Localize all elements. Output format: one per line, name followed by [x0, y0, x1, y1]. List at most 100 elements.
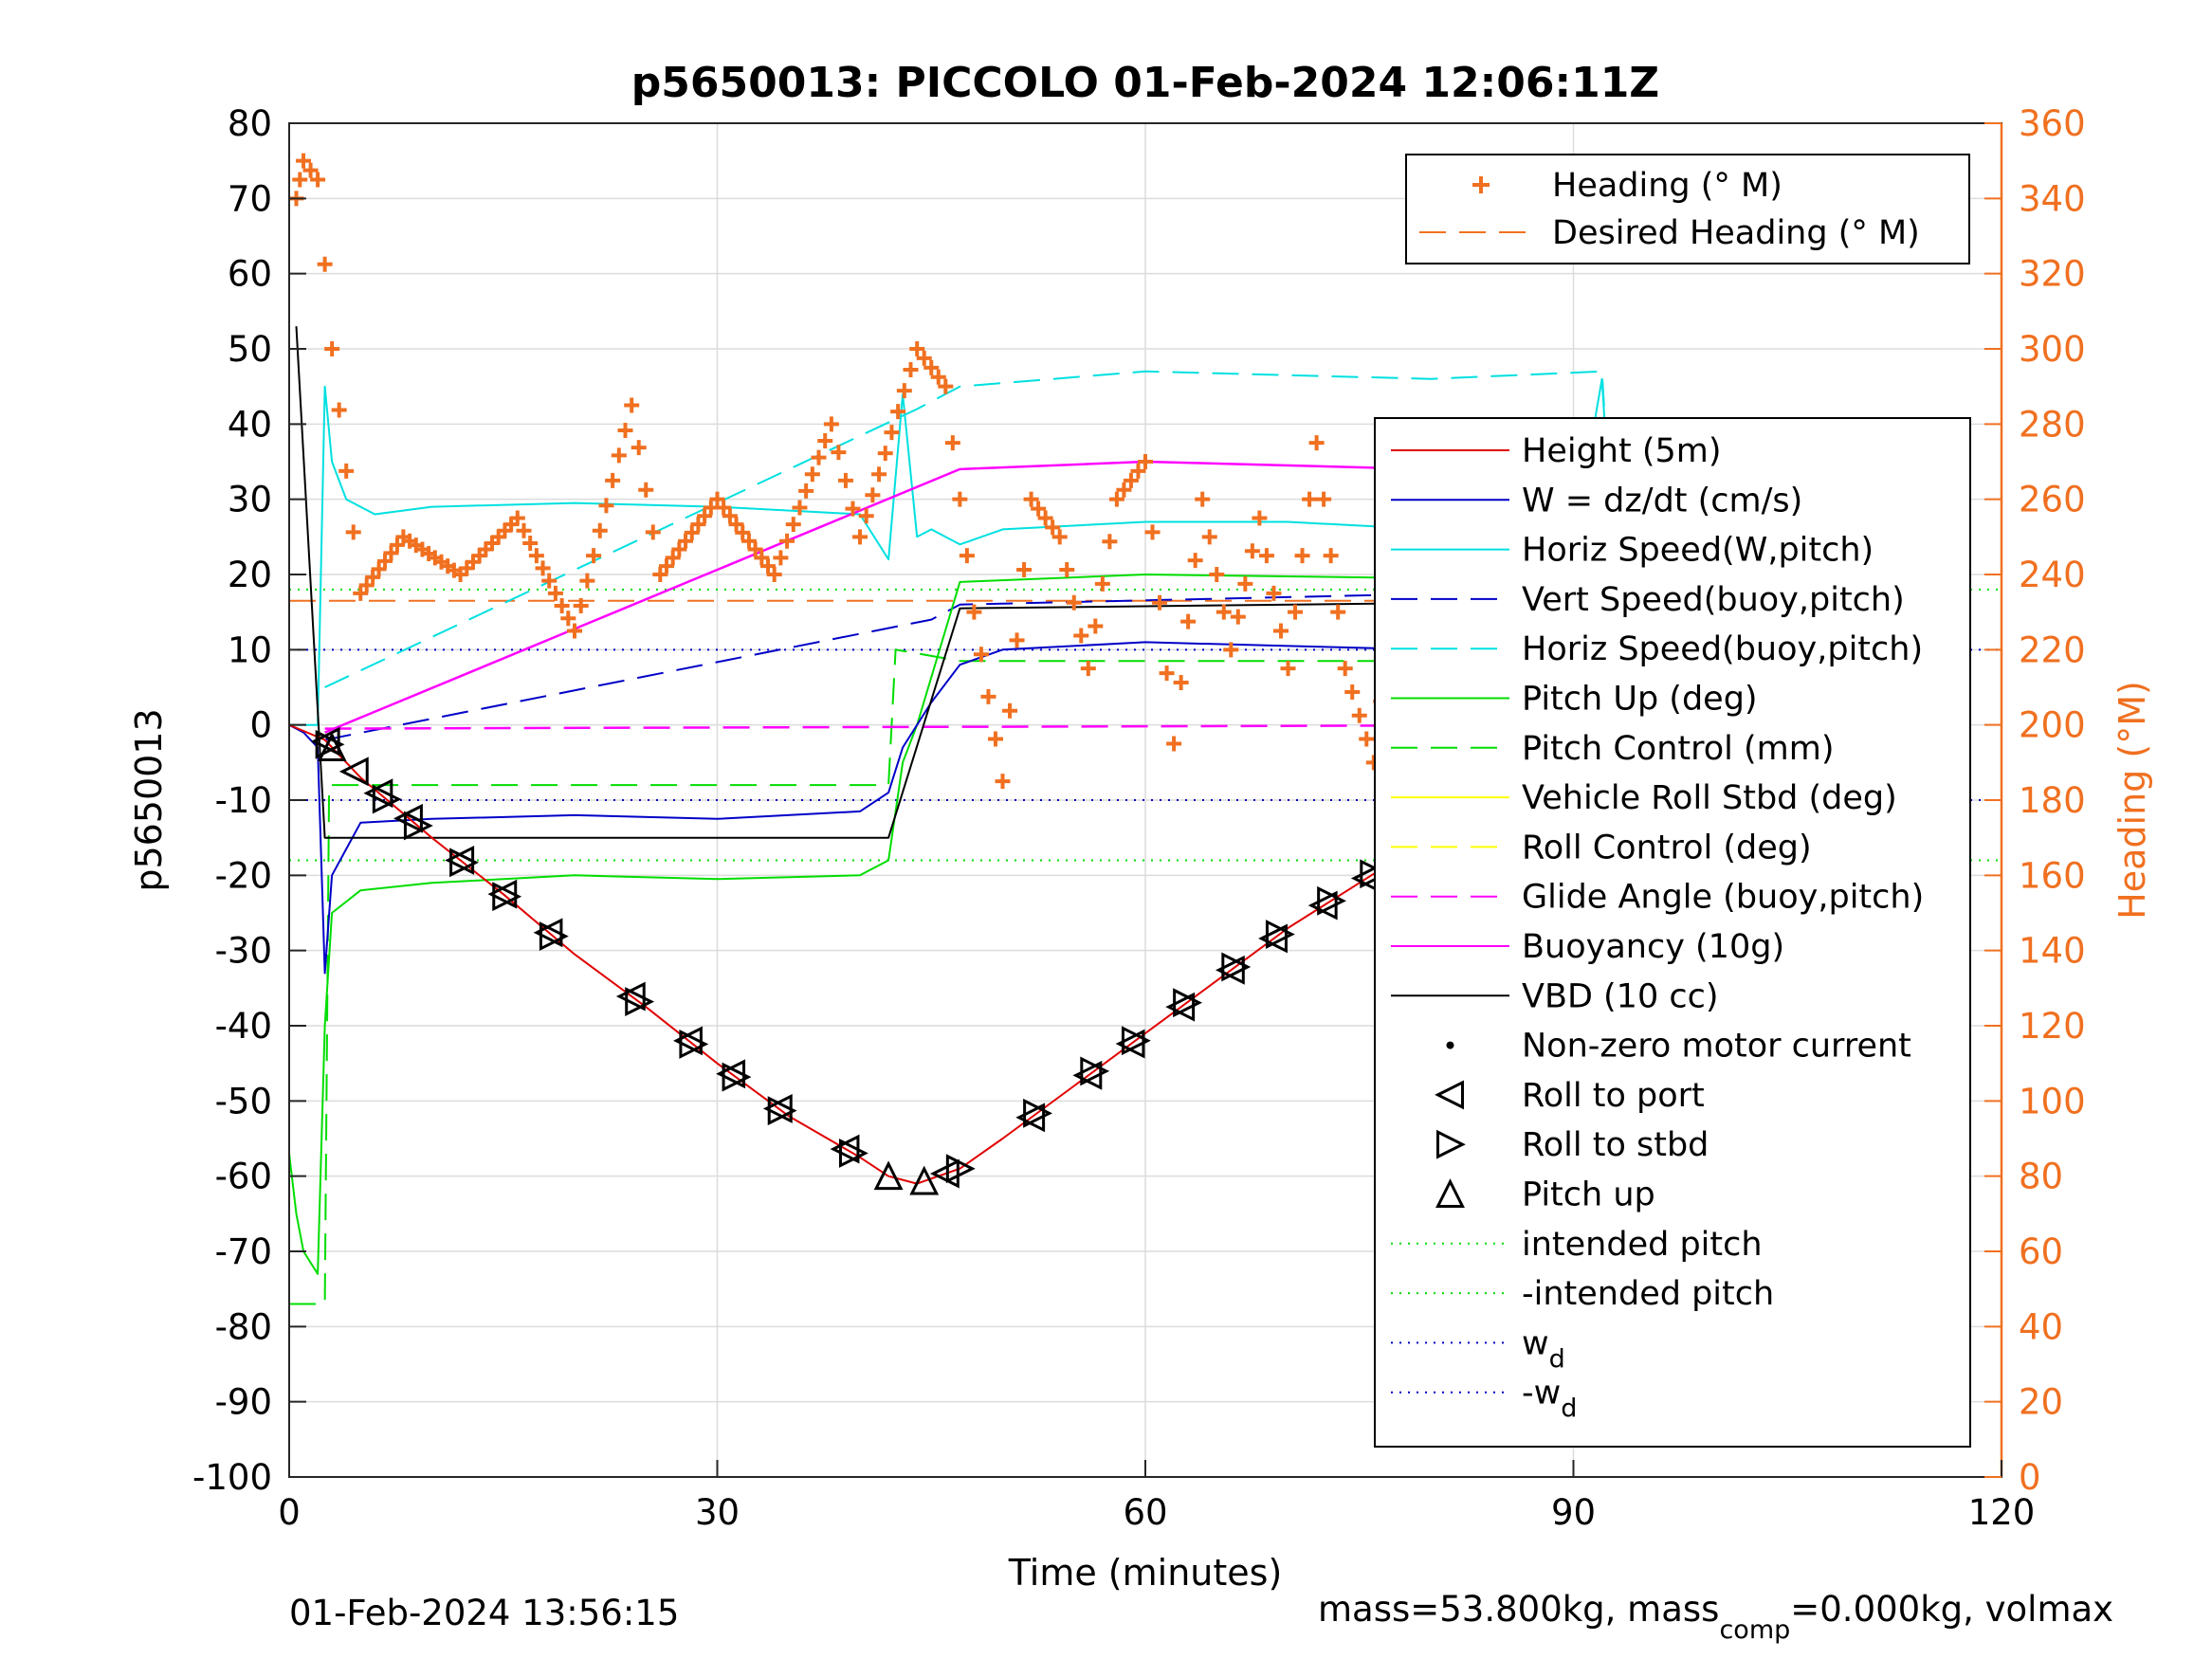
legend-heading-swatch: [1472, 176, 1490, 193]
heading-point: [1195, 491, 1211, 507]
y-tick-label-right: 60: [2019, 1231, 2063, 1272]
heading-point: [1066, 594, 1082, 611]
heading-point: [1152, 594, 1168, 611]
heading-point: [871, 466, 887, 483]
heading-point: [310, 172, 326, 188]
heading-point: [837, 472, 853, 488]
y-tick-label-right: 140: [2019, 931, 2086, 972]
heading-point: [980, 688, 996, 704]
heading-point: [1116, 482, 1132, 498]
heading-point: [852, 529, 868, 545]
roll-to-stbd-marker: [539, 921, 569, 952]
legend-heading-box: [1405, 154, 1970, 264]
legend-label-sub: d: [1561, 1395, 1577, 1424]
heading-point: [605, 472, 621, 488]
heading-point: [1045, 520, 1061, 536]
legend-label: Pitch Up (deg): [1522, 681, 1758, 719]
pitch-up-marker: [909, 1165, 940, 1195]
heading-point: [1308, 435, 1325, 451]
roll-to-stbd-marker: [1023, 1098, 1052, 1128]
roll-to-stbd-marker: [1221, 952, 1252, 982]
legend-label: Pitch Control (mm): [1522, 730, 1834, 768]
heading-point: [365, 569, 381, 585]
pitch-up-marker: [317, 732, 347, 761]
x-tick-label: 0: [278, 1492, 301, 1533]
heading-point: [353, 585, 369, 601]
heading-point: [554, 598, 570, 614]
heading-point: [995, 774, 1011, 790]
heading-point: [1016, 562, 1033, 578]
heading-point: [1230, 609, 1246, 625]
roll-to-stbd-marker: [1173, 988, 1203, 1018]
legend-label: Roll Control (deg): [1522, 829, 1812, 866]
heading-point: [1009, 632, 1025, 648]
heading-point: [1209, 567, 1225, 582]
roll-to-stbd-marker: [1360, 859, 1390, 889]
y-tick-label-right: 220: [2019, 629, 2086, 670]
heading-point: [1244, 543, 1260, 559]
roll-to-port-marker: [338, 757, 369, 787]
heading-point: [573, 598, 589, 614]
roll-to-port-marker: [393, 803, 423, 833]
heading-point: [1080, 661, 1096, 677]
heading-point: [1266, 585, 1282, 601]
y-tick-label-right: 260: [2019, 480, 2086, 520]
heading-point: [703, 500, 719, 516]
heading-point: [338, 463, 355, 479]
heading-point: [903, 362, 919, 378]
heading-point: [1216, 604, 1232, 620]
heading-point: [665, 550, 681, 566]
legend-swatch-stbd: [1436, 1129, 1466, 1159]
heading-point: [631, 440, 647, 456]
legend-swatch-port: [1435, 1080, 1464, 1110]
legend-label: Glide Angle (buoy,pitch): [1522, 879, 1924, 917]
footer-timestamp: 01-Feb-2024 13:56:15: [289, 1593, 679, 1633]
pitch-up-marker: [873, 1160, 904, 1191]
heading-point: [923, 359, 940, 375]
footer-mass-sub: comp: [1719, 1615, 1790, 1645]
footer-mass: mass=53.800kg, masscomp=0.000kg, volmax: [1318, 1589, 2113, 1645]
heading-point: [959, 548, 975, 564]
roll-to-port-marker: [363, 778, 393, 809]
roll-to-stbd-marker: [625, 987, 655, 1017]
heading-point: [973, 647, 989, 663]
heading-point: [331, 402, 347, 418]
heading-point: [598, 498, 614, 514]
heading-point: [728, 517, 744, 533]
y-tick-label-left: 50: [228, 329, 272, 370]
y-tick-label-right: 40: [2019, 1306, 2063, 1347]
heading-point: [302, 162, 319, 178]
heading-point: [858, 508, 874, 524]
heading-point: [1037, 510, 1053, 526]
heading-point: [877, 446, 893, 462]
heading-point: [684, 524, 700, 540]
heading-point: [345, 524, 361, 540]
x-tick-label: 60: [1123, 1492, 1167, 1533]
legend-label: Roll to port: [1522, 1077, 1705, 1115]
legend-label: Vehicle Roll Stbd (deg): [1522, 779, 1897, 817]
heading-point: [896, 383, 912, 399]
heading-point: [1059, 562, 1075, 578]
y-tick-label-left: -10: [215, 780, 272, 821]
heading-point: [579, 573, 595, 589]
heading-point: [671, 541, 687, 557]
heading-point: [541, 573, 558, 589]
heading-point: [722, 508, 738, 524]
heading-point: [811, 449, 827, 465]
heading-point: [371, 561, 387, 577]
y-tick-label-left: -100: [192, 1457, 272, 1498]
legend-label: W = dz/dt (cm/s): [1522, 482, 1802, 520]
heading-point: [1138, 454, 1153, 469]
heading-point: [1359, 731, 1375, 747]
heading-point: [1094, 575, 1110, 592]
heading-point: [690, 517, 706, 533]
y-tick-label-left: 30: [228, 480, 272, 520]
y-axis-label-left: p5650013: [128, 708, 170, 891]
legend-label: Horiz Speed(buoy,pitch): [1522, 630, 1923, 668]
roll-to-stbd-marker: [403, 811, 433, 841]
roll-to-stbd-marker: [767, 1096, 797, 1126]
y-tick-label-right: 80: [2019, 1157, 2063, 1197]
heading-point: [845, 501, 861, 517]
y-tick-label-left: 40: [228, 404, 272, 445]
